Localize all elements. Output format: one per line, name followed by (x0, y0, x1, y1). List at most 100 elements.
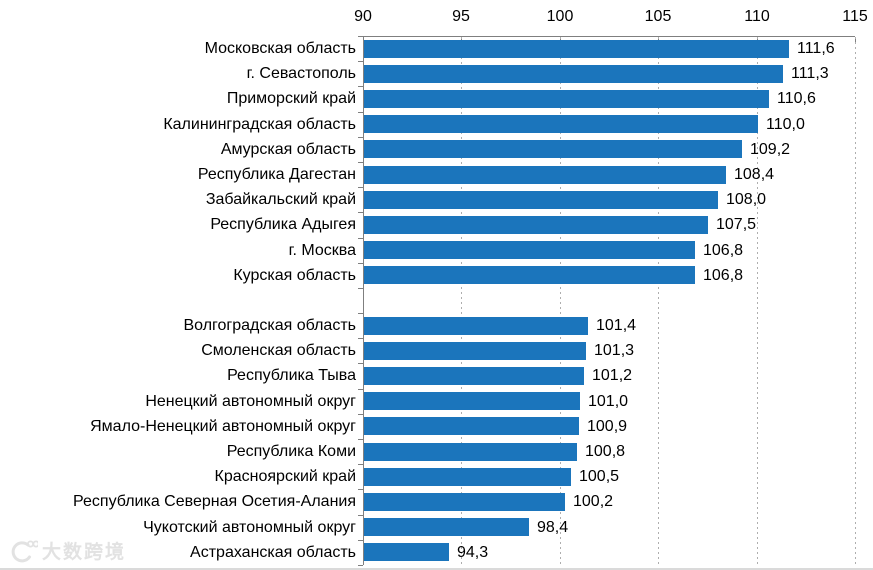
category-label: Республика Северная Осетия-Алания (73, 493, 356, 511)
y-axis-tick-mark (358, 515, 363, 516)
y-axis-tick-mark (358, 61, 363, 62)
value-label: 101,0 (588, 392, 629, 410)
y-axis-tick-mark (358, 86, 363, 87)
category-label: Республика Адыгея (210, 216, 356, 234)
gridline (560, 37, 561, 565)
category-label: Республика Тыва (227, 367, 356, 385)
category-label: Забайкальский край (205, 191, 356, 209)
bar (364, 215, 708, 234)
image-bottom-edge (0, 568, 873, 570)
value-label: 109,2 (750, 140, 791, 158)
y-axis-tick-mark (358, 565, 363, 566)
value-label: 111,3 (791, 65, 829, 83)
watermark-text: 大数跨境 (42, 542, 127, 563)
category-label: Курская область (233, 266, 356, 284)
bar (364, 442, 577, 461)
gridline (855, 37, 856, 565)
category-label: г. Москва (288, 241, 356, 259)
category-label: Смоленская область (201, 342, 356, 360)
bar (364, 392, 580, 411)
category-label: Московская область (204, 40, 356, 57)
value-label: 106,8 (703, 266, 744, 284)
value-label: 110,0 (766, 115, 805, 133)
bar (364, 39, 789, 58)
bar (364, 115, 758, 134)
value-label: 100,9 (587, 417, 628, 435)
y-axis-tick-mark (358, 187, 363, 188)
y-axis-tick-mark (358, 464, 363, 465)
category-label: Ненецкий автономный округ (145, 392, 356, 410)
gridline (461, 37, 462, 565)
category-label: Республика Коми (226, 443, 356, 461)
x-axis-tick-label: 110 (744, 8, 770, 25)
bar (364, 266, 695, 285)
value-label: 108,0 (726, 191, 767, 209)
y-axis-tick-mark (358, 263, 363, 264)
category-labels: Московская область г. Севастополь Приморск… (0, 36, 356, 565)
bar (364, 467, 571, 486)
bar (364, 316, 588, 335)
category-label: Амурская область (220, 140, 356, 158)
gridline (658, 37, 659, 565)
bar (364, 64, 783, 83)
y-axis-tick-mark (358, 338, 363, 339)
x-axis-tick-label: 105 (644, 8, 672, 25)
y-axis-tick-mark (358, 313, 363, 314)
bar (364, 140, 742, 159)
category-label: Ямало-Ненецкий автономный округ (90, 417, 356, 435)
category-label: Чукотский автономный округ (143, 518, 356, 536)
y-axis-tick-mark (358, 238, 363, 239)
value-label: 111,6 (797, 40, 835, 57)
y-axis-tick-mark (358, 112, 363, 113)
y-axis-tick-mark (358, 137, 363, 138)
value-label: 100,8 (585, 443, 626, 461)
y-axis-tick-mark (358, 389, 363, 390)
value-label: 101,4 (596, 317, 637, 335)
category-label: г. Севастополь (246, 65, 356, 83)
bar (364, 165, 726, 184)
watermark-logo (11, 540, 38, 562)
bar (364, 543, 449, 562)
x-axis-tick-label: 100 (546, 8, 574, 25)
bar (364, 241, 695, 260)
y-axis-tick-mark (358, 36, 363, 37)
x-axis-tick-labels: 90 95 100 105 110 115 (354, 0, 868, 34)
bar (364, 493, 565, 512)
bar (364, 89, 769, 108)
value-label: 108,4 (734, 165, 775, 183)
bar (364, 417, 579, 436)
value-label: 98,4 (537, 518, 569, 536)
y-axis-tick-mark (358, 489, 363, 490)
bar (364, 190, 718, 209)
category-label: Красноярский край (214, 468, 356, 486)
category-label: Республика Дагестан (197, 165, 356, 183)
y-axis-tick-mark (358, 363, 363, 364)
category-label: Калининградская область (163, 115, 356, 133)
plot-area: 111,6 111,3 110,6 110,0 109,2 108,4 108,0 107,5… (358, 36, 856, 566)
value-label: 101,3 (594, 342, 635, 360)
y-axis-tick-mark (358, 212, 363, 213)
watermark: 大数跨境 (8, 537, 126, 564)
x-axis-tick-label: 95 (452, 8, 470, 25)
gridline (757, 37, 758, 565)
category-label: Волгоградская область (183, 317, 356, 335)
value-label: 94,3 (457, 543, 489, 561)
x-axis-tick-label: 115 (842, 8, 868, 25)
bar (364, 518, 529, 537)
value-label: 106,8 (703, 241, 744, 259)
value-label: 101,2 (592, 367, 633, 385)
y-axis-tick-mark (358, 162, 363, 163)
value-label: 100,2 (573, 493, 614, 511)
x-axis-tick-label: 90 (354, 8, 372, 25)
category-label: Приморский край (226, 90, 356, 108)
x-axis-line (363, 36, 855, 37)
x-axis-tick-mark (363, 37, 364, 42)
y-axis-line (363, 36, 364, 565)
value-label: 110,6 (777, 90, 816, 108)
value-label: 100,5 (579, 468, 620, 486)
bar (364, 341, 586, 360)
y-axis-tick-mark (358, 414, 363, 415)
bar (364, 367, 584, 386)
y-axis-tick-mark (358, 540, 363, 541)
